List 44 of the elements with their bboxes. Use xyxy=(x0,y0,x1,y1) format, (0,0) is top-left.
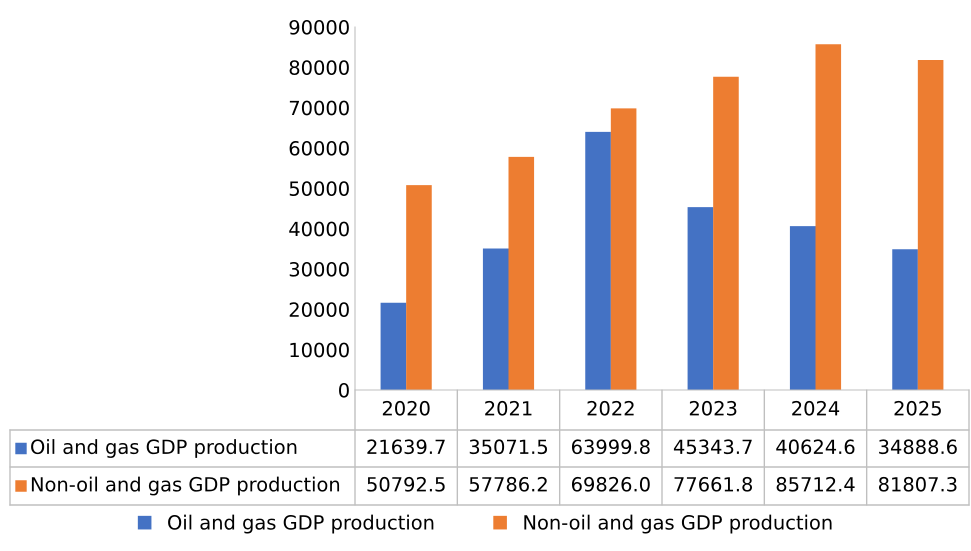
data-label: 40624.6 xyxy=(776,439,854,454)
bar xyxy=(406,185,432,390)
y-tick-label: 30000 xyxy=(290,262,349,277)
data-label: 50792.5 xyxy=(367,476,445,492)
data-label: 34888.6 xyxy=(879,439,957,454)
data-label: 81807.3 xyxy=(878,476,956,492)
bar xyxy=(380,302,406,390)
data-label: 57786.2 xyxy=(470,476,547,492)
x-tick-label: 2021 xyxy=(485,400,532,416)
x-tick-label: 2024 xyxy=(792,400,840,416)
x-tick-label: 2023 xyxy=(690,400,736,416)
legend-label: Oil and gas GDP production xyxy=(31,439,296,458)
data-label: 21639.7 xyxy=(367,439,445,454)
bar xyxy=(482,248,508,390)
y-tick-label: 0 xyxy=(339,382,349,398)
text: Non-oil and gas GDP production xyxy=(524,514,832,534)
x-tick-label: 2025 xyxy=(894,400,941,416)
bar xyxy=(713,76,739,390)
bar xyxy=(816,44,842,390)
y-tick-label: 10000 xyxy=(290,342,349,358)
data-label: 35071.5 xyxy=(470,439,548,454)
y-tick-label: 40000 xyxy=(289,222,349,236)
bar xyxy=(892,249,918,390)
data-label: 85712.4 xyxy=(776,476,855,492)
bar xyxy=(508,156,534,390)
data-label: 69826.0 xyxy=(572,476,650,492)
x-tick-label: 2022 xyxy=(588,400,634,416)
data-label: 45343.7 xyxy=(674,439,752,454)
data-label: 77661.8 xyxy=(674,476,752,492)
y-tick-label: 70000 xyxy=(290,100,349,116)
bar xyxy=(585,132,611,390)
bar xyxy=(790,226,816,390)
bar xyxy=(688,207,714,390)
bar xyxy=(610,108,636,390)
y-tick-label: 20000 xyxy=(290,302,349,317)
x-tick-label: 2020 xyxy=(382,400,430,416)
y-tick-label: 80000 xyxy=(290,60,349,75)
text: Oil and gas GDP production xyxy=(168,514,434,534)
bar xyxy=(918,60,944,390)
y-tick-label: 50000 xyxy=(290,181,349,196)
y-tick-label: 90000 xyxy=(290,20,349,35)
legend-label: Non-oil and gas GDP production xyxy=(32,476,340,496)
y-tick-label: 60000 xyxy=(290,140,349,156)
data-label: 63999.8 xyxy=(572,439,650,454)
